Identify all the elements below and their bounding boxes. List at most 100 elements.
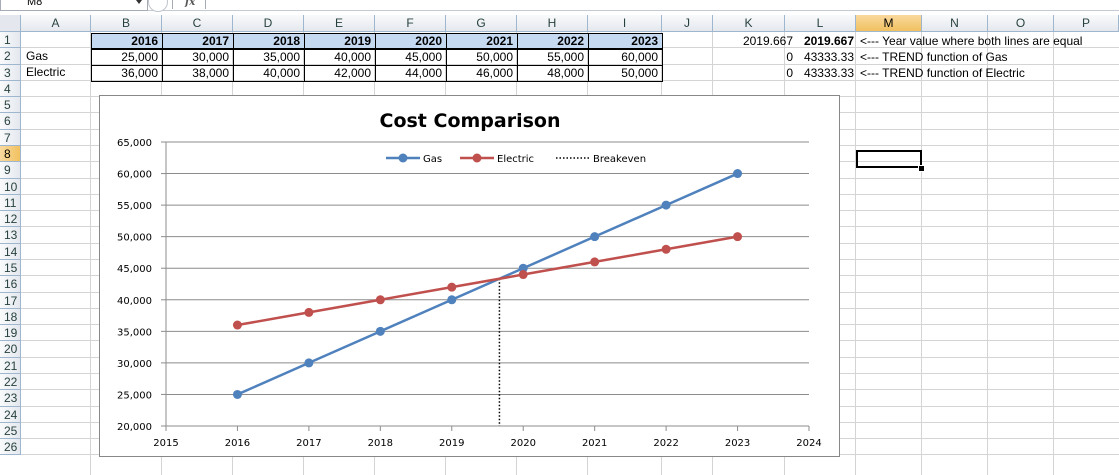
column-header-c[interactable]: C (162, 15, 233, 32)
column-header-o[interactable]: O (988, 15, 1054, 32)
legend-marker-gas (398, 153, 408, 163)
row-header-15[interactable]: 15 (0, 260, 21, 277)
row-header-6[interactable]: 6 (0, 113, 21, 130)
k1-cell[interactable]: 2019.667 (742, 34, 793, 48)
row-header-19[interactable]: 19 (0, 325, 21, 342)
column-header-a[interactable]: A (21, 15, 91, 32)
electric-cost-cell[interactable]: 48,000 (517, 65, 589, 82)
trend-gas-cell[interactable]: 43333.33 (803, 50, 854, 64)
electric-cost-cell[interactable]: 46,000 (446, 65, 518, 82)
year-header-2018[interactable]: 2018 (233, 33, 305, 49)
row-header-24[interactable]: 24 (0, 406, 21, 423)
name-box[interactable]: M8 (0, 0, 148, 11)
column-header-p[interactable]: P (1054, 15, 1119, 32)
row-header-14[interactable]: 14 (0, 243, 21, 260)
data-point-electric (733, 232, 743, 242)
column-header-m[interactable]: M (856, 15, 922, 32)
row-header-11[interactable]: 11 (0, 194, 21, 212)
electric-cost-cell[interactable]: 40,000 (233, 65, 305, 82)
row-header-21[interactable]: 21 (0, 357, 21, 375)
legend-label-breakeven: Breakeven (593, 154, 646, 165)
insert-function-icon[interactable]: fx (185, 0, 196, 8)
gas-cost-cell[interactable]: 25,000 (91, 49, 163, 66)
row-header-7[interactable]: 7 (0, 129, 21, 146)
electric-cost-cell[interactable]: 44,000 (375, 65, 447, 82)
trend-gas-note[interactable]: <--- TREND function of Gas (860, 50, 1008, 64)
formula-bar-expand-icon[interactable] (148, 0, 168, 12)
row-header-9[interactable]: 9 (0, 162, 21, 179)
row-header-8[interactable]: 8 (0, 146, 21, 163)
formula-input[interactable] (205, 0, 1119, 9)
gas-cost-cell[interactable]: 55,000 (517, 49, 589, 66)
trend-electric-note[interactable]: <--- TREND function of Electric (860, 66, 1025, 80)
year-header-2020[interactable]: 2020 (375, 33, 447, 49)
year-header-2023[interactable]: 2023 (588, 33, 663, 49)
row-header-18[interactable]: 18 (0, 308, 21, 326)
gas-cost-cell[interactable]: 40,000 (304, 49, 376, 66)
column-header-k[interactable]: K (713, 15, 785, 32)
breakeven-note[interactable]: <--- Year value where both lines are equ… (860, 34, 1083, 48)
electric-cost-cell[interactable]: 38,000 (162, 65, 234, 82)
column-header-e[interactable]: E (304, 15, 375, 32)
electric-cost-cell[interactable]: 42,000 (304, 65, 376, 82)
y-tick-label: 30,000 (117, 359, 152, 370)
column-header-n[interactable]: N (922, 15, 988, 32)
row-header-13[interactable]: 13 (0, 227, 21, 244)
trend-electric-cell[interactable]: 43333.33 (803, 66, 854, 80)
y-tick-label: 40,000 (117, 296, 152, 307)
row-header-22[interactable]: 22 (0, 374, 21, 391)
row-header-23[interactable]: 23 (0, 390, 21, 407)
row-header-5[interactable]: 5 (0, 97, 21, 114)
column-header-g[interactable]: G (446, 15, 517, 32)
year-header-2016[interactable]: 2016 (91, 33, 163, 49)
gas-cost-cell[interactable]: 30,000 (162, 49, 234, 66)
column-header-f[interactable]: F (375, 15, 446, 32)
name-box-dropdown-icon[interactable] (136, 0, 142, 4)
select-all-corner[interactable] (0, 15, 21, 32)
row-header-2[interactable]: 2 (0, 48, 21, 65)
column-header-l[interactable]: L (785, 15, 856, 32)
y-tick-label: 65,000 (117, 138, 152, 149)
year-header-2021[interactable]: 2021 (446, 33, 518, 49)
row-header-10[interactable]: 10 (0, 178, 21, 195)
active-cell-m8[interactable] (856, 150, 922, 168)
gas-cost-cell[interactable]: 60,000 (588, 49, 663, 66)
row-header-25[interactable]: 25 (0, 422, 21, 440)
x-tick-label: 2016 (225, 438, 250, 449)
year-header-2022[interactable]: 2022 (517, 33, 589, 49)
column-header-h[interactable]: H (517, 15, 588, 32)
electric-cost-cell[interactable]: 36,000 (91, 65, 163, 82)
year-header-2019[interactable]: 2019 (304, 33, 376, 49)
row-header-20[interactable]: 20 (0, 341, 21, 358)
fill-handle[interactable] (918, 165, 925, 172)
row-header-12[interactable]: 12 (0, 211, 21, 228)
column-header-j[interactable]: J (662, 15, 713, 32)
electric-label[interactable]: Electric (26, 65, 66, 79)
k2-cell[interactable]: 0 (786, 50, 793, 64)
y-tick-label: 35,000 (117, 327, 152, 338)
breakeven-year-cell[interactable]: 2019.667 (803, 34, 854, 48)
row-header-4[interactable]: 4 (0, 80, 21, 98)
data-point-gas (232, 389, 242, 399)
year-header-2017[interactable]: 2017 (162, 33, 234, 49)
row-header-26[interactable]: 26 (0, 439, 21, 456)
data-point-electric (375, 295, 385, 305)
legend-label-electric: Electric (497, 154, 534, 165)
data-point-electric (304, 307, 314, 317)
row-header-16[interactable]: 16 (0, 276, 21, 293)
column-header-d[interactable]: D (233, 15, 304, 32)
column-header-i[interactable]: I (588, 15, 662, 32)
data-point-gas (375, 326, 385, 336)
electric-cost-cell[interactable]: 50,000 (588, 65, 663, 82)
row-header-17[interactable]: 17 (0, 292, 21, 309)
gas-cost-cell[interactable]: 45,000 (375, 49, 447, 66)
gas-cost-cell[interactable]: 35,000 (233, 49, 305, 66)
row-header-1[interactable]: 1 (0, 32, 21, 49)
cost-comparison-chart[interactable]: Cost Comparison 20,000 25,000 30,000 35,000 4… (99, 95, 840, 457)
gas-cost-cell[interactable]: 50,000 (446, 49, 518, 66)
k3-cell[interactable]: 0 (786, 66, 793, 80)
column-header-b[interactable]: B (91, 15, 162, 32)
data-point-electric (447, 282, 457, 292)
row-header-3[interactable]: 3 (0, 64, 21, 81)
gas-label[interactable]: Gas (26, 49, 49, 63)
